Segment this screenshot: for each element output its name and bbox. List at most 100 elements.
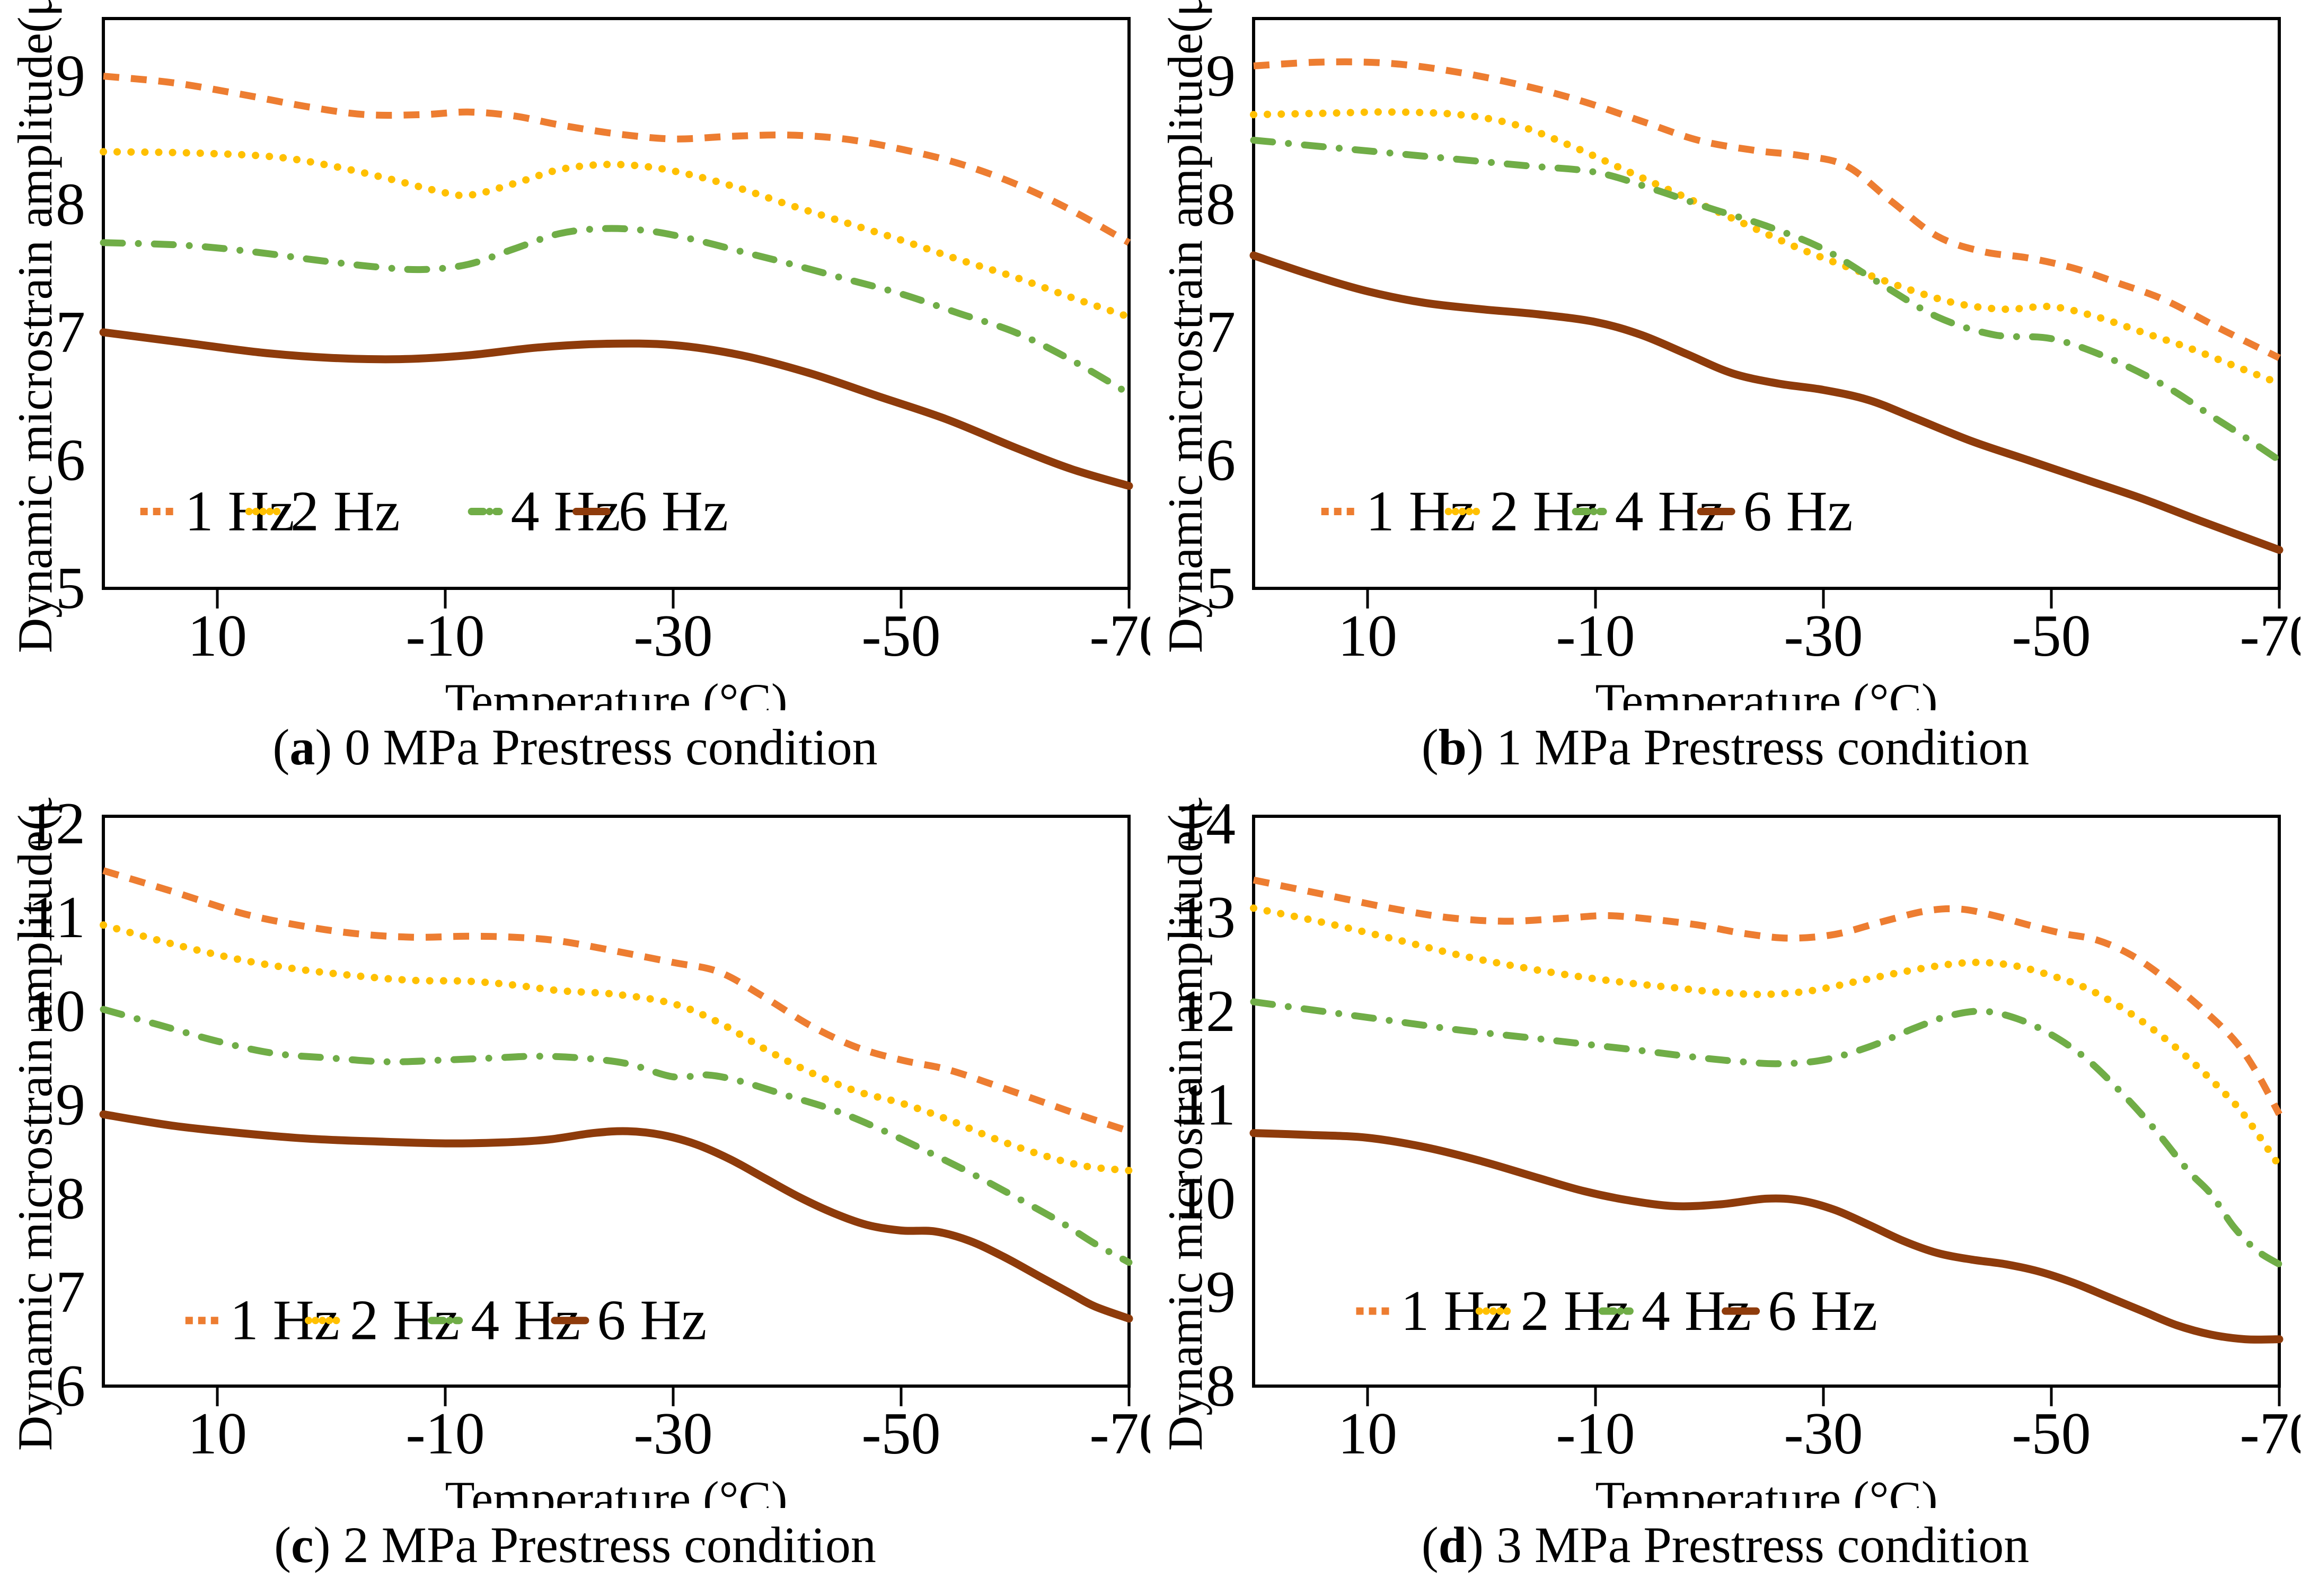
x-axis-tick-label: 10 [188, 603, 247, 669]
y-axis-tick-label: 11 [28, 885, 85, 950]
caption-letter: b [1438, 719, 1467, 775]
legend-label-6-hz: 6 Hz [1743, 480, 1853, 543]
x-axis-title: Temperature (°C) [1595, 1471, 1938, 1508]
y-axis-tick-label: 8 [1206, 171, 1236, 237]
y-axis-tick-label: 12 [26, 798, 85, 857]
caption-text: 3 MPa Prestress condition [1496, 1516, 2030, 1573]
chart-0mpa: 9 8 7 6 5 10 -10 -30 -50 -70 Temperature (°C) Dynam… [8, 0, 1150, 710]
panel-c: 12 11 10 9 8 7 6 10 -10 -30 -50 -70 Temperature (°C)… [0, 798, 1150, 1596]
caption-text: 0 MPa Prestress condition [345, 719, 878, 775]
panel-b: 9 8 7 6 5 10 -10 -30 -50 -70 Temperature (°C) Dynam… [1150, 0, 2301, 798]
x-axis-tick-label: 10 [188, 1401, 247, 1467]
x-axis-tick-label: -30 [1784, 603, 1863, 669]
y-axis-tick-label: 9 [56, 43, 85, 109]
legend-label-6-hz: 6 Hz [1768, 1280, 1877, 1343]
series-line-1-hz [1253, 876, 2282, 1116]
x-axis-title: Temperature (°C) [445, 674, 788, 710]
x-axis-tick-label: -50 [2012, 1401, 2091, 1467]
y-axis-tick-label: 7 [1206, 299, 1236, 365]
y-axis-tick-label: 11 [1178, 1072, 1236, 1138]
x-axis-tick-label: -30 [1784, 1401, 1863, 1467]
y-axis-tick-label: 7 [56, 299, 85, 365]
y-axis-tick-label: 9 [1206, 43, 1236, 109]
plot-border [102, 17, 1131, 590]
caption-a: (a) 0 MPa Prestress condition [0, 716, 1150, 779]
caption-paren: ( [274, 1516, 292, 1573]
y-axis-tick-label: 5 [56, 555, 85, 621]
y-axis-title: Dynamic microstrain amplitude(με) [1158, 798, 1212, 1451]
series-line-4-hz [1250, 998, 2283, 1268]
plot-border [1252, 17, 2281, 590]
caption-d: (d) 3 MPa Prestress condition [1150, 1513, 2300, 1577]
x-axis-tick-label: -50 [861, 1401, 940, 1467]
y-axis-tick-label: 14 [1176, 798, 1236, 857]
y-axis-tick-label: 7 [56, 1259, 85, 1325]
y-axis-tick-label: 9 [56, 1072, 85, 1138]
plot-border [102, 815, 1131, 1388]
series-line-6-hz [1249, 1129, 2284, 1344]
series-line-6-hz [1249, 251, 2284, 554]
caption-b: (b) 1 MPa Prestress condition [1150, 716, 2300, 779]
legend-label-2-hz: 2 Hz [290, 480, 400, 543]
y-axis-tick-label: 5 [1206, 555, 1236, 621]
x-axis-tick-label: -10 [1556, 603, 1635, 669]
y-axis-tick-label: 12 [1176, 978, 1236, 1044]
series-line-4-hz [100, 225, 1133, 398]
series-line-1-hz [103, 73, 1131, 246]
y-axis-title: Dynamic microstrain amplitude(με) [8, 0, 62, 653]
x-axis-tick-label: -10 [1556, 1401, 1635, 1467]
series-line-2-hz [100, 921, 1133, 1175]
caption-text: 1 MPa Prestress condition [1496, 719, 2030, 775]
series-line-1-hz [1253, 58, 2281, 361]
x-axis-tick-label: -30 [633, 603, 712, 669]
caption-paren: ( [1421, 1516, 1439, 1573]
x-axis-tick-label: 10 [1338, 1401, 1397, 1467]
y-axis-tick-label: 13 [1176, 885, 1236, 950]
x-axis-title: Temperature (°C) [445, 1471, 788, 1508]
chart-3mpa: 14 13 12 11 10 9 8 10 -10 -30 -50 -70 Temperature (°… [1158, 798, 2300, 1508]
y-axis-tick-label: 9 [1206, 1259, 1236, 1325]
x-axis-tick-label: -50 [861, 603, 940, 669]
y-axis-tick-label: 10 [26, 978, 85, 1044]
legend-label-6-hz: 6 Hz [619, 480, 728, 543]
caption-c: (c) 2 MPa Prestress condition [0, 1513, 1150, 1577]
y-axis-tick-label: 8 [56, 1166, 85, 1231]
panel-a: 9 8 7 6 5 10 -10 -30 -50 -70 Temperature (°C) Dynam… [0, 0, 1150, 798]
caption-paren: ( [1421, 719, 1439, 775]
series-line-1-hz [102, 867, 1131, 1135]
panel-d: 14 13 12 11 10 9 8 10 -10 -30 -50 -70 Temperature (°… [1150, 798, 2301, 1596]
x-axis-tick-label: 10 [1338, 603, 1397, 669]
caption-paren: ) [315, 719, 345, 775]
series-line-4-hz [1250, 137, 2283, 464]
y-axis-tick-label: 8 [56, 171, 85, 237]
caption-paren: ) [313, 1516, 343, 1573]
series-line-2-hz [1250, 108, 2283, 387]
x-axis-tick-label: -10 [405, 1401, 484, 1467]
chart-1mpa: 9 8 7 6 5 10 -10 -30 -50 -70 Temperature (°C) Dynam… [1158, 0, 2300, 710]
series-line-2-hz [1250, 904, 2283, 1170]
caption-letter: d [1438, 1516, 1467, 1573]
x-axis-tick-label: -70 [1089, 603, 1150, 669]
caption-paren: ) [1467, 719, 1497, 775]
x-axis-tick-label: -70 [1089, 1401, 1150, 1467]
x-axis-tick-label: -10 [405, 603, 484, 669]
chart-2mpa: 12 11 10 9 8 7 6 10 -10 -30 -50 -70 Temperature (°C)… [8, 798, 1150, 1508]
x-axis-tick-label: -70 [2240, 1401, 2300, 1467]
legend-label-6-hz: 6 Hz [597, 1289, 707, 1352]
caption-letter: a [289, 719, 315, 775]
plot-border [1252, 815, 2281, 1388]
y-axis-title: Dynamic microstrain amplitude(με) [8, 798, 62, 1451]
y-axis-tick-label: 8 [1206, 1353, 1236, 1419]
series-line-2-hz [100, 148, 1133, 321]
caption-letter: c [291, 1516, 314, 1573]
series-line-6-hz [99, 1110, 1133, 1323]
y-axis-tick-label: 10 [1176, 1166, 1236, 1231]
x-axis-tick-label: -50 [2012, 603, 2091, 669]
y-axis-tick-label: 6 [56, 1353, 85, 1419]
y-axis-tick-label: 6 [1206, 427, 1236, 493]
series-line-6-hz [99, 328, 1133, 490]
x-axis-title: Temperature (°C) [1595, 674, 1938, 710]
caption-text: 2 MPa Prestress condition [343, 1516, 876, 1573]
x-axis-tick-label: -70 [2240, 603, 2300, 669]
